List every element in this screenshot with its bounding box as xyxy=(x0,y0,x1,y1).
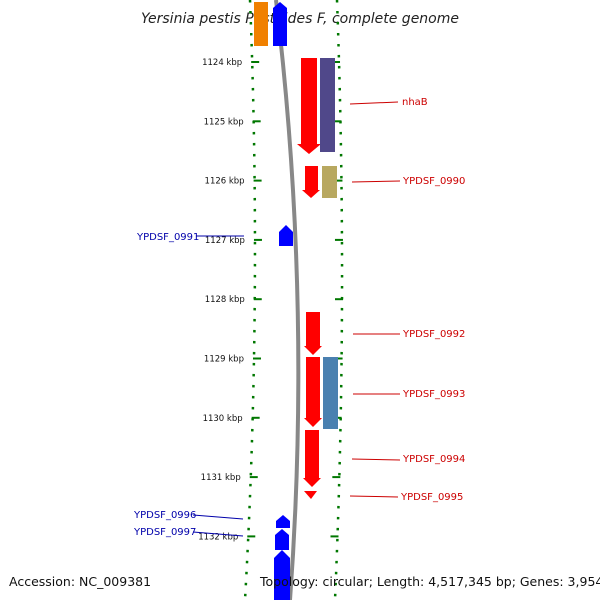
gene-arrow-YPDSF_0992 xyxy=(304,312,322,355)
map-title: Yersinia pestis Pestoides F, complete ge… xyxy=(141,11,459,27)
gene-arrow-YPDSF_0994 xyxy=(303,430,321,487)
gene-label-nhaB: nhaB xyxy=(402,97,428,108)
gene-arrow-forward xyxy=(274,550,290,600)
gene-label-YPDSF_0991: YPDSF_0991 xyxy=(136,232,199,243)
gene-arrow-YPDSF_0996 xyxy=(276,515,290,528)
gene-label-YPDSF_0993: YPDSF_0993 xyxy=(402,389,465,400)
kbp-ticks: 1124 kbp 1125 kbp 1126 kbp 1127 kbp 1128 kbp… xyxy=(198,58,344,542)
gene-label-YPDSF_0992: YPDSF_0992 xyxy=(402,329,465,340)
gene-arrow-forward xyxy=(273,2,287,46)
tick-label: 1126 kbp xyxy=(205,177,245,187)
accession-text: Accession: NC_009381 xyxy=(9,574,152,589)
dotted-line-left xyxy=(243,0,257,600)
gene-arrow-YPDSF_0990 xyxy=(302,166,320,198)
tick-label: 1128 kbp xyxy=(205,295,245,305)
gene-label-YPDSF_0994: YPDSF_0994 xyxy=(402,454,465,465)
forward-strand-genes xyxy=(274,225,293,600)
gene-label-YPDSF_0995: YPDSF_0995 xyxy=(400,492,463,503)
topology-text: Topology: circular; Length: 4,517,345 bp… xyxy=(260,574,600,589)
cog-feature-purple xyxy=(320,58,335,152)
gene-label-YPDSF_0996: YPDSF_0996 xyxy=(133,510,196,521)
gene-label-YPDSF_0990: YPDSF_0990 xyxy=(402,176,465,187)
gene-arrow-YPDSF_0991 xyxy=(279,225,293,246)
tick-label: 1127 kbp xyxy=(205,236,245,246)
reverse-strand-genes xyxy=(297,58,322,499)
genome-backbone xyxy=(274,0,301,600)
tick-label: 1124 kbp xyxy=(202,58,242,68)
gene-arrow-YPDSF_0995 xyxy=(304,491,317,499)
tick-label: 1129 kbp xyxy=(204,355,244,365)
gene-arrow-nhaB xyxy=(297,58,321,154)
tick-label: 1132 kbp xyxy=(198,532,238,542)
tick-label: 1131 kbp xyxy=(201,473,241,483)
cog-feature-khaki xyxy=(322,166,337,198)
gene-arrow-YPDSF_0993 xyxy=(304,357,322,427)
gene-label-YPDSF_0997: YPDSF_0997 xyxy=(133,527,196,538)
gene-arrow-YPDSF_0997 xyxy=(275,529,289,550)
label-leader-lines xyxy=(192,101,401,537)
cog-feature-steelblue xyxy=(323,357,338,429)
tick-label: 1130 kbp xyxy=(203,414,243,424)
cog-feature-orange xyxy=(254,2,268,46)
tick-label: 1125 kbp xyxy=(204,117,244,127)
